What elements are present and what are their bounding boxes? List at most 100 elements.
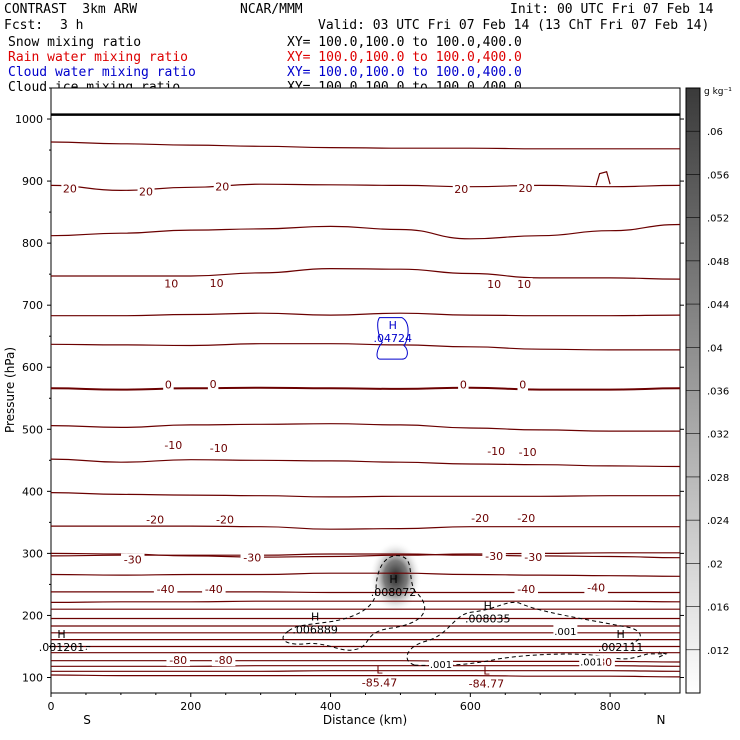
colorbar-tick-label: .052 xyxy=(707,214,729,225)
ice-label-bg xyxy=(553,624,578,637)
extremum-high-marker: H xyxy=(484,600,492,613)
extremum-value: -85.47 xyxy=(362,676,397,689)
temperature-contour xyxy=(51,552,680,558)
temperature-label: 0 xyxy=(460,379,467,392)
extremum-value: .04724 xyxy=(374,332,413,345)
temperature-label: -10 xyxy=(210,442,228,455)
temperature-label-bg xyxy=(153,582,178,595)
ice-label-bg xyxy=(428,657,453,670)
legend-rain-label: Rain water mixing ratio xyxy=(8,50,189,65)
temperature-label: -10 xyxy=(487,445,505,458)
temperature-contour xyxy=(51,600,680,603)
temperature-contour xyxy=(51,386,680,391)
colorbar-units: g kg⁻¹ xyxy=(704,87,732,97)
extremum-value: .002111 xyxy=(598,641,644,654)
snow-mixing-ratio-shade xyxy=(369,540,422,613)
temperature-label: 0 xyxy=(210,378,217,391)
temperature-label-bg xyxy=(482,549,506,562)
organization-label: NCAR/MMM xyxy=(240,2,303,17)
legend-snow-xy: XY= 100.0,100.0 to 100.0,400.0 xyxy=(287,35,522,50)
temperature-label: -10 xyxy=(164,439,182,452)
temperature-label: -20 xyxy=(146,513,164,526)
x-tick-label: 400 xyxy=(320,700,341,713)
legend-cloud-water-xy: XY= 100.0,100.0 to 100.0,400.0 xyxy=(287,65,522,80)
legend-cloud-water-label: Cloud water mixing ratio xyxy=(8,65,196,80)
temperature-contour xyxy=(51,141,680,150)
cloud-ice-contour-label: .001 xyxy=(554,627,576,638)
cloud-ice-contour xyxy=(282,555,426,651)
colorbar-tick-label: .044 xyxy=(707,300,729,311)
colorbar-tick-label: .04 xyxy=(707,343,723,354)
temperature-contour xyxy=(51,223,680,240)
temperature-label: -30 xyxy=(124,554,142,567)
extremum-low-marker: L xyxy=(483,665,490,678)
y-tick-label: 800 xyxy=(22,237,43,250)
y-tick-label: 500 xyxy=(22,423,43,436)
temperature-contour xyxy=(51,525,680,530)
extremum-low-marker: L xyxy=(376,663,383,676)
temperature-label-bg xyxy=(213,180,231,193)
x-axis-south-label: S xyxy=(83,713,91,727)
temperature-contour xyxy=(51,660,680,663)
extremum-high-marker: H xyxy=(389,319,397,332)
temperature-label-bg xyxy=(517,181,535,194)
temperature-label-bg xyxy=(166,654,190,667)
x-axis-title: Distance (km) xyxy=(323,713,407,727)
y-tick-label: 900 xyxy=(22,175,43,188)
extremum-value: .006889 xyxy=(292,624,338,637)
temperature-label-bg xyxy=(121,553,145,566)
extremum-value: .008035 xyxy=(465,613,511,626)
temperature-label: -40 xyxy=(517,583,535,596)
temperature-label-bg xyxy=(143,513,167,526)
temperature-label: -40 xyxy=(587,582,605,595)
x-tick-label: 600 xyxy=(460,700,481,713)
colorbar-tick-label: .028 xyxy=(707,473,729,484)
y-tick-label: 600 xyxy=(22,361,43,374)
cloud-ice-contour-label: .001 xyxy=(430,660,452,671)
temperature-label: 0 xyxy=(519,379,526,392)
extremum-high-marker: H xyxy=(311,611,319,624)
temperature-label: 20 xyxy=(63,183,77,196)
y-tick-label: 200 xyxy=(22,609,43,622)
temperature-label: -80 xyxy=(169,654,187,667)
temperature-contour-dip xyxy=(595,171,611,186)
temperature-label-bg xyxy=(161,438,186,451)
colorbar-tick-label: .024 xyxy=(707,516,729,527)
cloud-ice-contour xyxy=(51,645,91,650)
temperature-contour xyxy=(51,312,680,317)
model-title: CONTRAST 3km ARW xyxy=(4,2,138,17)
y-tick-label: 400 xyxy=(22,485,43,498)
temperature-label-bg xyxy=(240,551,265,564)
temperature-label-bg xyxy=(163,378,174,391)
temperature-label-bg xyxy=(468,512,492,525)
temperature-label: -20 xyxy=(471,512,489,525)
x-tick-label: 200 xyxy=(180,700,201,713)
temperature-label-bg xyxy=(137,185,155,198)
colorbar-tick-label: .02 xyxy=(707,559,723,570)
extremum-high-marker: H xyxy=(616,628,624,641)
x-tick-label: 800 xyxy=(600,700,621,713)
temperature-contour xyxy=(51,674,680,678)
temperature-label-bg xyxy=(484,445,508,457)
colorbar-tick-label: .06 xyxy=(707,127,723,138)
temperature-label-bg xyxy=(584,581,608,594)
temperature-label: 10 xyxy=(517,278,531,291)
temperature-label-bg xyxy=(485,278,503,291)
temperature-label-bg xyxy=(206,441,231,454)
temperature-contour xyxy=(51,267,680,280)
valid-time: Valid: 03 UTC Fri 07 Feb 14 (13 ChT Fri … xyxy=(318,18,710,33)
temperature-label-bg xyxy=(458,378,469,391)
forecast-hours: 3 h xyxy=(60,18,84,33)
extremum-value: .001201 xyxy=(39,641,85,654)
temperature-contour xyxy=(51,670,680,672)
temperature-contour xyxy=(51,343,680,351)
colorbar-tick-label: .016 xyxy=(707,603,729,614)
temperature-label-bg xyxy=(162,277,180,290)
temperature-label: 0 xyxy=(165,379,172,392)
temperature-label: -30 xyxy=(243,552,261,565)
cloud-ice-contour xyxy=(658,651,668,658)
ice-label-bg xyxy=(579,655,604,668)
temperature-label-bg xyxy=(213,513,237,526)
y-tick-label: 300 xyxy=(22,547,43,560)
